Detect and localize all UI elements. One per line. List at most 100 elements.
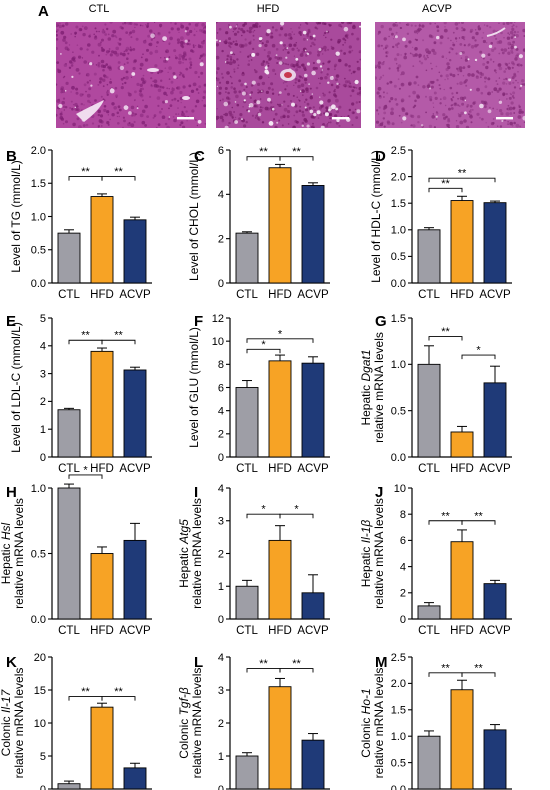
nucleus-dot — [278, 103, 282, 108]
lipid-vacuole — [241, 91, 246, 96]
nucleus-dot — [248, 26, 253, 31]
nucleus-dot — [250, 59, 253, 61]
nucleus-dot — [414, 99, 417, 103]
y-tick-label: 1.0 — [391, 731, 406, 743]
lipid-vacuole — [280, 22, 285, 26]
nucleus-dot — [200, 71, 204, 75]
nucleus-dot — [70, 64, 74, 67]
nucleus-dot — [430, 85, 434, 89]
nucleus-dot — [338, 124, 341, 127]
nucleus-dot — [342, 44, 344, 46]
nucleus-dot — [299, 24, 302, 26]
nucleus-dot — [146, 115, 149, 118]
nucleus-dot — [459, 96, 464, 101]
nucleus-dot — [438, 84, 441, 87]
nucleus-dot — [489, 58, 493, 61]
nucleus-dot — [117, 61, 121, 64]
nucleus-dot — [219, 115, 224, 120]
nucleus-dot — [144, 39, 147, 42]
nucleus-dot — [447, 126, 451, 128]
nucleus-dot — [239, 113, 243, 117]
lipid-vacuole — [131, 72, 136, 76]
nucleus-dot — [236, 23, 239, 26]
nucleus-dot — [383, 48, 385, 50]
nucleus-dot — [517, 81, 519, 84]
nucleus-dot — [128, 92, 132, 97]
nucleus-dot — [129, 46, 132, 48]
nucleus-dot — [301, 77, 304, 79]
bar-hfd — [90, 553, 114, 620]
nucleus-dot — [512, 106, 516, 110]
nucleus-dot — [465, 84, 468, 87]
nucleus-dot — [303, 51, 306, 53]
nucleus-dot — [93, 72, 97, 76]
nucleus-dot — [147, 34, 150, 38]
nucleus-dot — [216, 115, 220, 120]
nucleus-dot — [89, 33, 91, 36]
nucleus-dot — [258, 25, 261, 28]
nucleus-dot — [295, 42, 297, 44]
lipid-vacuole — [435, 115, 438, 118]
nucleus-dot — [181, 112, 185, 117]
nucleus-dot — [123, 63, 126, 66]
nucleus-dot — [100, 95, 103, 98]
nucleus-dot — [216, 32, 219, 34]
nucleus-dot — [393, 84, 397, 88]
panel-letter-m: M — [375, 654, 388, 671]
lipid-vacuole — [301, 124, 304, 128]
lipid-vacuole — [123, 105, 129, 110]
x-tick-label: CTL — [58, 289, 80, 301]
nucleus-dot — [513, 112, 516, 114]
lipid-vacuole — [304, 73, 308, 78]
nucleus-dot — [221, 98, 224, 101]
nucleus-dot — [492, 107, 495, 110]
nucleus-dot — [422, 39, 425, 42]
nucleus-dot — [484, 102, 487, 105]
lipid-vacuole — [285, 56, 288, 59]
lipid-vacuole — [111, 87, 113, 90]
y-axis-label-line1: Colonic Ho-1 — [359, 688, 373, 757]
significance-bracket — [246, 348, 281, 354]
nucleus-dot — [486, 42, 488, 44]
nucleus-dot — [188, 57, 192, 61]
nucleus-dot — [189, 61, 193, 64]
lipid-vacuole — [162, 36, 167, 41]
nucleus-dot — [58, 24, 62, 29]
lipid-vacuole — [278, 91, 282, 94]
nucleus-dot — [302, 37, 306, 41]
nucleus-dot — [201, 100, 203, 102]
nucleus-dot — [291, 47, 295, 51]
nucleus-dot — [301, 50, 305, 54]
nucleus-dot — [328, 121, 330, 124]
nucleus-dot — [190, 89, 195, 94]
nucleus-dot — [129, 31, 133, 34]
nucleus-dot — [123, 119, 126, 123]
nucleus-dot — [265, 60, 269, 64]
nucleus-dot — [489, 106, 491, 109]
nucleus-dot — [97, 109, 101, 114]
nucleus-dot — [182, 85, 186, 89]
nucleus-dot — [56, 61, 60, 64]
nucleus-dot — [463, 38, 466, 41]
nucleus-dot — [185, 26, 189, 31]
nucleus-dot — [166, 87, 169, 90]
lipid-vacuole — [164, 100, 168, 104]
nucleus-dot — [153, 79, 158, 84]
nucleus-dot — [435, 111, 438, 114]
nucleus-dot — [513, 34, 516, 37]
lipid-vacuole — [394, 35, 398, 39]
nucleus-dot — [240, 28, 244, 32]
nucleus-dot — [449, 86, 453, 90]
nucleus-dot — [354, 108, 356, 110]
nucleus-dot — [303, 34, 305, 36]
nucleus-dot — [235, 27, 237, 30]
nucleus-dot — [133, 22, 137, 26]
nucleus-dot — [185, 67, 189, 71]
nucleus-dot — [328, 91, 331, 94]
nucleus-dot — [452, 96, 455, 99]
y-tick-label: 0 — [218, 784, 224, 790]
nucleus-dot — [305, 54, 308, 57]
nucleus-dot — [470, 121, 473, 124]
nucleus-dot — [201, 29, 206, 34]
nucleus-dot — [195, 88, 199, 91]
